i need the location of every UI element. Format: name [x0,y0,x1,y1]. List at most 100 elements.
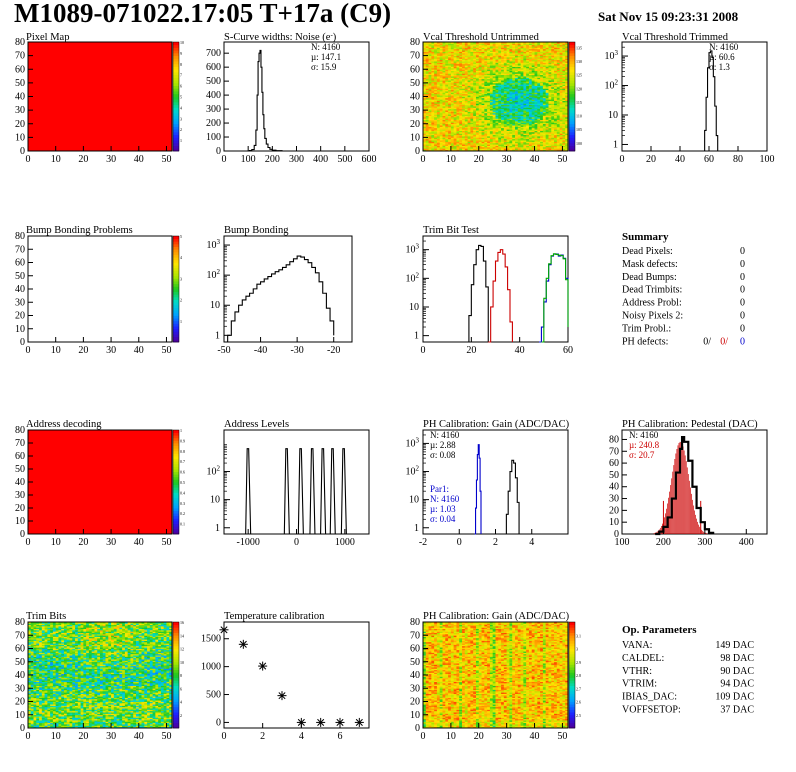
op-params-panel: Op. Parameters VANA: 149 DAC CALDEL: 98 DAC V… [622,624,754,716]
y-tick-exponent: 3 [416,243,420,251]
summary-value: 0 [740,246,745,257]
y-tick-label: 80 [15,37,25,48]
y-tick-label: 30 [609,494,619,505]
palette-tick-label: 8 [180,62,182,67]
y-tick-label: 600 [206,62,221,73]
y-tick-label: 80 [609,434,619,445]
y-tick-label: 70 [15,244,25,255]
x-tick-label: 10 [446,154,456,165]
palette-tick-label: 7 [180,73,182,78]
data-point [277,691,287,701]
chart-ph-pedestal: PH Calibration: Pedestal (DAC)100 200 300 4… [609,419,768,548]
palette-tick-label: 3.1 [576,633,581,638]
chart-title: Trim Bits [26,611,66,622]
y-tick-exponent: 2 [217,465,221,473]
y-tick-exponent: 3 [217,238,221,246]
y-tick-label: 1000 [201,662,221,673]
stat-line: N: 4160 [311,42,341,52]
stat-line-red: σ: 20.7 [629,450,655,460]
y-tick-label: 80 [410,37,420,48]
x-tick-label: 10 [51,154,61,165]
chart-title: PH Calibration: Pedestal (DAC) [622,419,758,430]
x-tick-label: 80 [733,154,743,165]
y-tick-label: 70 [15,51,25,62]
y-tick-label: 700 [206,48,221,59]
x-tick-label: 50 [557,154,567,165]
y-tick-label: 1 [414,523,419,534]
palette-tick-label: 0.4 [180,490,185,495]
palette-tick-label: 0.6 [180,470,185,475]
y-tick-label: 102 [605,79,619,92]
x-tick-label: 0 [294,537,299,548]
summary-label: Address Probl: [622,298,682,309]
stat-line: σ: 1.3 [709,62,730,72]
stat-line: N: 4160 [430,430,460,440]
peak-spike [340,448,347,535]
summary-value: 0 [740,272,745,283]
plot-frame [422,429,569,535]
ph-defects-value: 0/ [720,336,728,347]
summary-label: Noisy Pixels 2: [622,311,683,322]
peak-spike [283,448,290,535]
x-tick-label: 600 [362,154,377,165]
x-tick-label: 0 [222,154,227,165]
x-tick-label: 20 [78,154,88,165]
x-tick-label: 30 [106,345,116,356]
y-tick-label: 40 [15,284,25,295]
chart-title: Bump Bonding [224,225,289,236]
histogram-series [703,50,719,152]
summary-label: Dead Trimbits: [622,285,682,296]
x-tick-label: 0 [222,731,227,742]
y-tick-exponent: 2 [615,79,619,87]
summary-label: PH defects: [622,336,668,347]
y-tick-label: 10 [608,110,618,121]
x-tick-label: 20 [78,345,88,356]
x-tick-label: 20 [474,731,484,742]
chart-address-levels: Address Levels -1000 0 1000 1 10 102 [207,419,370,548]
y-tick-label: 30 [15,683,25,694]
y-tick-exponent: 2 [217,268,221,276]
x-tick-label: 100 [241,154,256,165]
x-tick-label: 10 [51,345,61,356]
y-tick-label: 30 [15,490,25,501]
x-tick-label: 40 [530,154,540,165]
ph-defects-value: 0 [740,336,745,347]
palette-tick-label: 0.7 [180,459,185,464]
palette-tick-label: 135 [576,45,582,50]
y-tick-label: 102 [406,271,420,284]
y-tick-label: 10 [409,302,419,313]
palette-tick-label: 0.3 [180,501,185,506]
color-palette [568,41,576,152]
x-tick-label: 0 [26,345,31,356]
histogram-envelope [655,435,715,536]
ph-defects-value: 0/ [703,336,711,347]
op-param-value: 109 DAC [715,692,754,703]
summary-title: Summary [622,231,669,243]
y-tick-label: 20 [410,697,420,708]
y-tick-label: 20 [15,697,25,708]
histogram-series [505,459,520,535]
y-tick-label: 1 [215,330,220,341]
y-tick-exponent: 2 [416,271,420,279]
y-tick-label: 103 [406,436,420,449]
y-tick-label: 60 [15,644,25,655]
y-tick-label: 0 [415,723,420,734]
y-tick-label: 40 [410,92,420,103]
peak-spike [329,448,336,535]
palette-tick-label: 2 [180,298,182,303]
y-tick-label: 300 [206,104,221,115]
palette-tick-label: 10 [180,40,184,45]
x-tick-label: 60 [704,154,714,165]
chart-trim-bit-test: Trim Bit Test 0 20 40 60 1 10 102 103 [406,225,574,356]
chart-temp-calibration: Temperature calibration 0 2 4 6 0 500 1000 1500 [201,611,370,742]
y-tick-label: 10 [210,495,220,506]
x-tick-label: 30 [106,537,116,548]
chart-title: Bump Bonding Problems [26,225,133,236]
x-tick-label: 6 [338,731,343,742]
chart-title: Vcal Threshold Untrimmed [423,32,540,43]
x-tick-label: 10 [51,537,61,548]
y-tick-label: 50 [15,464,25,475]
palette-tick-label: 3 [180,276,182,281]
